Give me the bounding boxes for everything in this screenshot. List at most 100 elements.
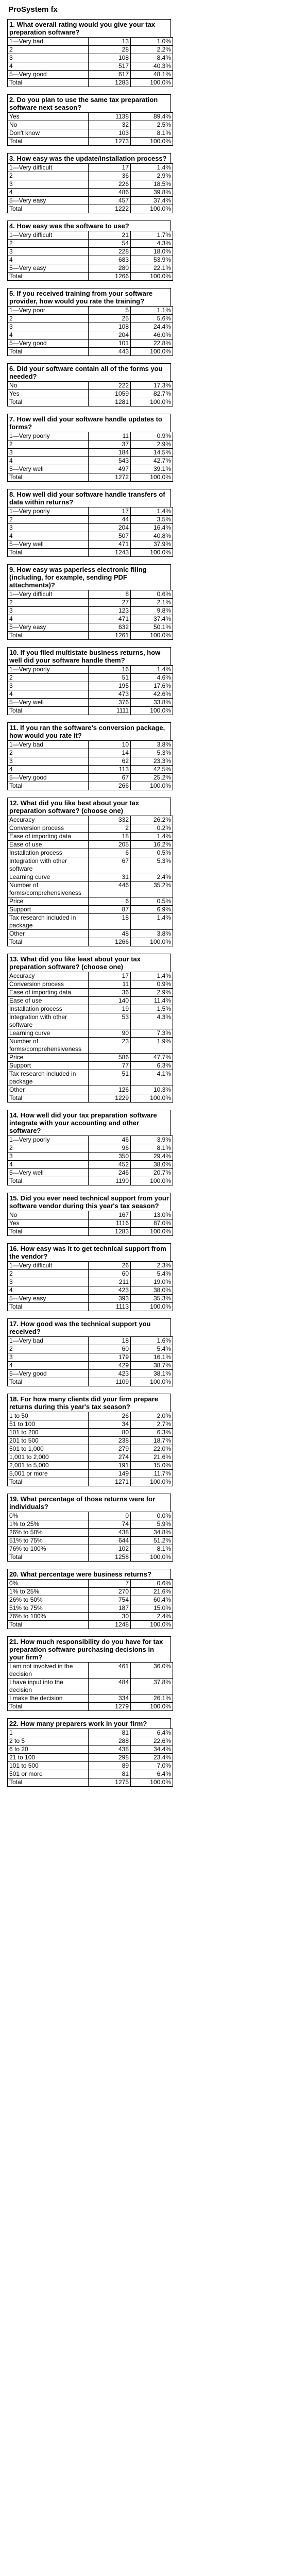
table-row: 5—Very easy 457 37.4% <box>7 196 173 205</box>
response-count: 1222 <box>88 205 131 213</box>
response-count: 18 <box>88 913 131 930</box>
response-count: 471 <box>88 615 131 623</box>
table-row: 5—Very good 67 25.2% <box>7 773 173 782</box>
response-percent: 100.0% <box>130 1227 173 1236</box>
total-row: Total 1266 100.0% <box>7 938 173 946</box>
response-percent: 4.1% <box>130 1070 173 1086</box>
response-percent: 37.9% <box>130 540 173 549</box>
response-count: 1229 <box>88 1094 131 1103</box>
table-row: 4 113 42.5% <box>7 765 173 774</box>
response-label: 1—Very bad <box>7 1336 89 1345</box>
question-title: 17. How good was the technical support y… <box>7 1318 171 1336</box>
survey-page: ProSystem fx 1. What overall rating woul… <box>7 5 284 1787</box>
response-count: 17 <box>88 972 131 980</box>
table-row: 51% to 75% 187 15.0% <box>7 1604 173 1613</box>
response-label: 1—Very difficult <box>7 1261 89 1270</box>
response-count: 484 <box>88 1678 131 1694</box>
question-block: 7. How well did your software handle upd… <box>7 414 284 482</box>
response-label: 4 <box>7 256 89 264</box>
response-label: Number of forms/comprehensiveness <box>7 881 89 897</box>
response-count: 334 <box>88 1694 131 1703</box>
response-percent: 23.3% <box>130 757 173 766</box>
question-block: 3. How easy was the update/installation … <box>7 153 284 213</box>
response-count: 1111 <box>88 706 131 715</box>
response-count: 226 <box>88 180 131 189</box>
table-row: Don't know 103 8.1% <box>7 129 173 138</box>
table-row: 5—Very good 101 22.8% <box>7 339 173 348</box>
response-count: 274 <box>88 1453 131 1462</box>
response-count: 90 <box>88 1029 131 1038</box>
response-table: 1—Very bad 18 1.6% 2 60 5.4% 3 179 16.1% 4 429 38.7… <box>7 1336 173 1386</box>
table-row: 1—Very difficult 26 2.3% <box>7 1261 173 1270</box>
response-percent: 47.7% <box>130 1053 173 1062</box>
response-table: 1—Very bad 13 1.0% 2 28 2.2% 3 108 8.4% 4 517 40.3%… <box>7 37 173 87</box>
response-percent: 2.9% <box>130 440 173 449</box>
response-table: No 167 13.0% Yes 1116 87.0% Total 1283 100.0% <box>7 1211 173 1236</box>
response-label: Total <box>7 137 89 146</box>
response-label: No <box>7 381 89 390</box>
response-label: Total <box>7 706 89 715</box>
response-count: 1138 <box>88 112 131 121</box>
response-label: 2,001 to 5,000 <box>7 1461 89 1470</box>
response-label: 101 to 500 <box>7 1761 89 1770</box>
response-percent: 8.1% <box>130 129 173 138</box>
response-percent: 100.0% <box>130 1702 173 1711</box>
response-count: 28 <box>88 45 131 54</box>
response-count: 298 <box>88 1753 131 1762</box>
response-label: 3 <box>7 1152 89 1161</box>
response-percent: 34.4% <box>130 1745 173 1754</box>
response-count: 77 <box>88 1061 131 1070</box>
response-count: 1266 <box>88 938 131 946</box>
response-label: 5—Very good <box>7 339 89 348</box>
response-percent: 100.0% <box>130 473 173 482</box>
response-percent: 100.0% <box>130 205 173 213</box>
response-count: 1243 <box>88 548 131 557</box>
total-row: Total 1271 100.0% <box>7 1478 173 1486</box>
response-label: 2 <box>7 749 89 757</box>
response-percent: 3.8% <box>130 740 173 749</box>
table-row: 3 62 23.3% <box>7 757 173 766</box>
response-percent: 100.0% <box>130 1478 173 1486</box>
response-percent: 2.9% <box>130 172 173 180</box>
response-count: 26 <box>88 1261 131 1270</box>
total-row: Total 1281 100.0% <box>7 398 173 406</box>
response-count: 443 <box>88 347 131 356</box>
response-label: 2 <box>7 1269 89 1278</box>
table-row: 51 to 100 34 2.7% <box>7 1420 173 1429</box>
response-count: 44 <box>88 515 131 524</box>
response-percent: 34.8% <box>130 1528 173 1537</box>
table-row: Tax research included in package 51 4.1% <box>7 1070 173 1086</box>
response-label: 4 <box>7 1160 89 1169</box>
response-label: Installation process <box>7 1005 89 1013</box>
response-percent: 1.6% <box>130 1336 173 1345</box>
response-label: 101 to 200 <box>7 1428 89 1437</box>
response-count: 34 <box>88 1420 131 1429</box>
response-label: Accuracy <box>7 816 89 824</box>
response-label: Don't know <box>7 129 89 138</box>
question-title: 16. How easy was it to get technical sup… <box>7 1243 171 1261</box>
table-row: 1,001 to 2,000 274 21.6% <box>7 1453 173 1462</box>
response-label: 3 <box>7 180 89 189</box>
response-count: 108 <box>88 54 131 62</box>
table-row: Number of forms/comprehensiveness 23 1.9% <box>7 1037 173 1054</box>
question-title: 12. What did you like best about your ta… <box>7 798 171 816</box>
table-row: Learning curve 90 7.3% <box>7 1029 173 1038</box>
response-count: 211 <box>88 1278 131 1286</box>
question-block: 9. How easy was paperless electronic fil… <box>7 564 284 640</box>
response-table: 1—Very bad 10 3.8% 2 14 5.3% 3 62 23.3% 4 113 42.5%… <box>7 740 173 790</box>
response-percent: 39.1% <box>130 465 173 473</box>
response-count: 517 <box>88 62 131 71</box>
response-percent: 29.4% <box>130 1152 173 1161</box>
response-count: 60 <box>88 1269 131 1278</box>
response-percent: 0.6% <box>130 590 173 599</box>
response-count: 108 <box>88 323 131 331</box>
response-count: 1248 <box>88 1620 131 1629</box>
response-label: Total <box>7 1177 89 1185</box>
response-label: 1—Very poorly <box>7 665 89 674</box>
response-label: 5—Very easy <box>7 1294 89 1303</box>
table-row: Support 87 6.9% <box>7 905 173 914</box>
response-count: 1283 <box>88 78 131 87</box>
response-percent: 14.5% <box>130 448 173 457</box>
response-label: Total <box>7 1227 89 1236</box>
table-row: 3 108 24.4% <box>7 323 173 331</box>
